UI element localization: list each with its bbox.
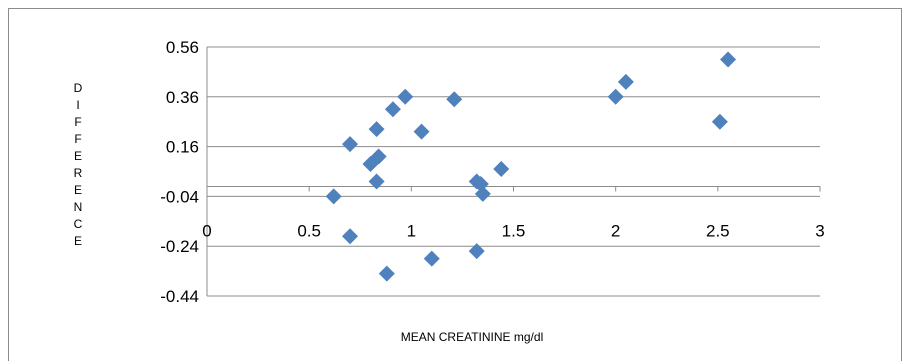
x-tick-label: 0 — [202, 221, 211, 240]
x-axis-title: MEAN CREATININE mg/dl — [401, 330, 543, 344]
data-point — [342, 136, 359, 153]
data-point — [325, 188, 342, 205]
y-axis-title-letter: F — [74, 132, 81, 146]
data-point — [370, 148, 387, 165]
chart-frame — [8, 8, 902, 361]
data-point — [413, 123, 430, 140]
data-point — [378, 265, 395, 282]
y-axis-title-letter: C — [74, 217, 83, 231]
y-axis-title-letter: E — [74, 149, 82, 163]
y-tick-label: 0.56 — [166, 38, 199, 57]
x-tick-label: 1.5 — [502, 221, 526, 240]
y-axis-title-letter: E — [74, 183, 82, 197]
y-tick-label: 0.16 — [166, 138, 199, 157]
y-axis-title-letter: I — [76, 98, 79, 112]
data-point — [423, 250, 440, 267]
gridlines — [206, 46, 820, 297]
data-point — [368, 173, 385, 190]
x-axis-tick-labels: 0 0.5 1 1.5 2 2.5 3 — [202, 221, 824, 240]
x-axis — [206, 185, 821, 192]
y-axis-title-letter: D — [74, 81, 83, 95]
x-tick-label: 0.5 — [297, 221, 321, 240]
x-tick-label: 2.5 — [706, 221, 730, 240]
data-point — [397, 88, 414, 105]
data-point — [607, 88, 624, 105]
y-tick-label: -0.44 — [160, 287, 199, 306]
x-tick-label: 1 — [407, 221, 416, 240]
y-tick-label: 0.36 — [166, 88, 199, 107]
data-point — [368, 121, 385, 138]
data-point — [720, 51, 737, 68]
y-tick-label: -0.24 — [160, 237, 199, 256]
y-axis-title-letter: N — [74, 200, 83, 214]
data-point — [711, 113, 728, 130]
data-point — [342, 228, 359, 245]
data-points — [325, 51, 737, 282]
y-axis-title-letter: F — [74, 115, 81, 129]
data-point — [384, 101, 401, 118]
data-point — [468, 243, 485, 260]
data-point — [617, 73, 634, 90]
data-point — [446, 91, 463, 108]
x-tick-label: 3 — [815, 221, 824, 240]
x-tick-label: 2 — [611, 221, 620, 240]
y-tick-label: -0.04 — [160, 187, 199, 206]
data-point — [493, 161, 510, 178]
data-point — [474, 185, 491, 202]
y-axis-title-letter: E — [74, 234, 82, 248]
y-axis-tick-labels: 0.56 0.36 0.16 -0.04 -0.24 -0.44 — [160, 38, 199, 306]
y-axis-title-letter: R — [74, 166, 83, 180]
